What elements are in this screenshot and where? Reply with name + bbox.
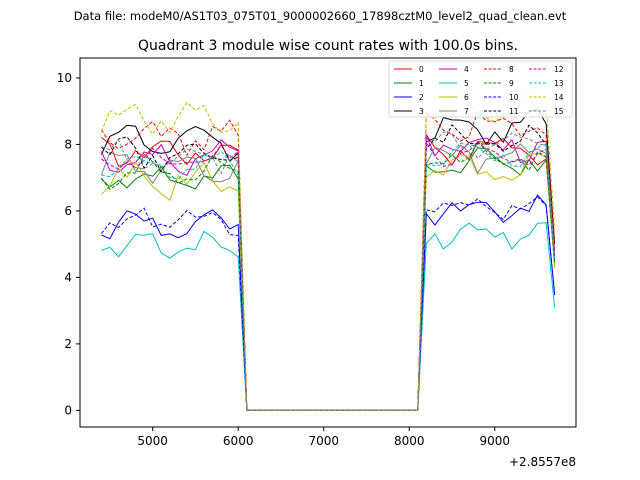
legend-label-12: 12 <box>554 65 564 74</box>
legend-label-14: 14 <box>554 93 564 102</box>
plot-area <box>79 57 577 428</box>
y-axis: 0 2 4 6 8 10 <box>57 71 80 417</box>
x-tick-label: 8000 <box>394 434 425 448</box>
series-line-13 <box>101 142 556 411</box>
legend-label-8: 8 <box>509 65 514 74</box>
legend-label-15: 15 <box>554 107 564 116</box>
y-tick-label: 8 <box>64 137 72 151</box>
y-tick-label: 6 <box>64 204 72 218</box>
x-axis: 5000 6000 7000 8000 9000 <box>137 427 510 448</box>
legend-label-11: 11 <box>509 107 519 116</box>
y-tick-label: 10 <box>57 71 72 85</box>
legend-label-13: 13 <box>554 79 564 88</box>
legend-frame <box>388 60 573 118</box>
chart-suptitle: Data file: modeM0/AS1T03_075T01_90000026… <box>74 9 567 23</box>
legend-label-1: 1 <box>419 79 424 88</box>
legend-label-7: 7 <box>464 107 469 116</box>
y-tick-label: 0 <box>64 403 72 417</box>
legend-label-10: 10 <box>509 93 519 102</box>
y-tick-label: 4 <box>64 270 72 284</box>
series-line-14 <box>100 90 556 411</box>
x-tick-label: 9000 <box>479 434 510 448</box>
legend-label-5: 5 <box>464 79 469 88</box>
plot-frame <box>79 57 577 428</box>
plot-background <box>80 58 576 427</box>
legend-label-0: 0 <box>419 65 424 74</box>
legend-label-9: 9 <box>509 79 514 88</box>
series-layer <box>100 90 556 411</box>
y-tick-label: 2 <box>64 337 72 351</box>
x-tick-label: 5000 <box>137 434 168 448</box>
series-line-15 <box>101 131 556 411</box>
x-tick-label: 7000 <box>308 434 339 448</box>
x-axis-offset-label: +2.8557e8 <box>509 455 576 469</box>
chart-title: Quadrant 3 module wise count rates with … <box>138 38 518 54</box>
legend-label-4: 4 <box>464 65 469 74</box>
legend-label-3: 3 <box>419 107 424 116</box>
legend-label-2: 2 <box>419 93 424 102</box>
series-line-12 <box>101 140 556 411</box>
x-tick-label: 6000 <box>223 434 254 448</box>
legend-label-6: 6 <box>464 93 469 102</box>
